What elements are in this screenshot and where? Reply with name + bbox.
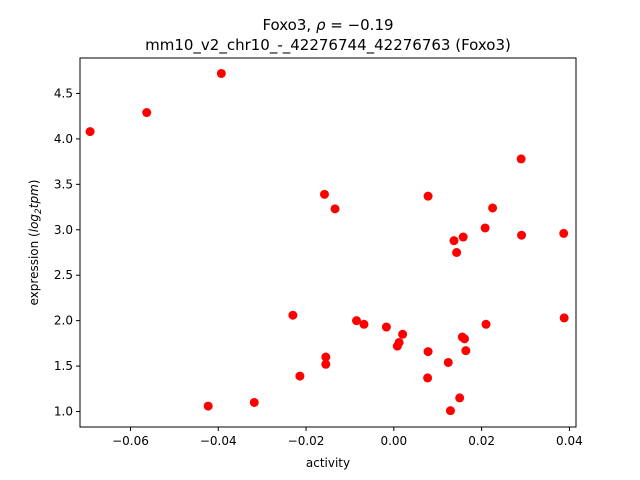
data-point	[443, 357, 453, 367]
data-point	[559, 228, 569, 238]
data-point	[398, 329, 408, 339]
y-tick-label: 3.5	[54, 177, 73, 191]
data-point	[394, 337, 404, 347]
data-point	[321, 352, 331, 362]
data-point	[480, 223, 490, 233]
points-layer	[85, 68, 569, 416]
x-tick-label: −0.04	[200, 434, 237, 448]
y-tick-label: 2.0	[54, 314, 73, 328]
data-point	[445, 406, 455, 416]
y-tick-label: 4.0	[54, 132, 73, 146]
data-point	[321, 359, 331, 369]
x-tick-label: 0.02	[468, 434, 495, 448]
data-point	[423, 347, 433, 357]
data-point	[319, 189, 329, 199]
data-point	[381, 322, 391, 332]
x-tick-label: 0.00	[380, 434, 407, 448]
y-axis-label: expression (log2tpm)	[27, 180, 44, 306]
data-point	[85, 127, 95, 137]
data-point	[330, 204, 340, 214]
data-point	[423, 373, 433, 383]
chart-title-line1: Foxo3, ρ = −0.19	[262, 16, 393, 34]
x-axis-label: activity	[306, 456, 350, 470]
y-tick-label: 3.0	[54, 223, 73, 237]
y-axis-ticks: 1.0 1.5 2.0 2.5 3.0 3.5 4.0 4.5	[54, 86, 80, 419]
y-tick-label: 1.0	[54, 405, 73, 419]
data-point	[461, 346, 471, 356]
data-point	[249, 397, 259, 407]
chart-title-line2: mm10_v2_chr10_-_42276744_42276763 (Foxo3…	[145, 36, 511, 55]
data-point	[449, 236, 459, 246]
x-tick-label: 0.04	[556, 434, 583, 448]
x-tick-label: −0.02	[288, 434, 325, 448]
data-point	[559, 313, 569, 323]
data-point	[481, 319, 491, 329]
plot-area-frame	[79, 57, 577, 428]
data-point	[488, 203, 498, 213]
data-point	[516, 154, 526, 164]
data-point	[458, 232, 468, 242]
data-point	[288, 310, 298, 320]
data-point	[352, 316, 362, 326]
x-tick-label: −0.06	[112, 434, 149, 448]
data-point	[460, 334, 470, 344]
data-point	[452, 247, 462, 257]
x-axis-ticks: −0.06 −0.04 −0.02 0.00 0.02 0.04	[112, 427, 583, 448]
data-point	[216, 68, 226, 78]
data-point	[203, 401, 213, 411]
y-tick-label: 4.5	[54, 86, 73, 100]
data-point	[142, 108, 152, 118]
data-point	[295, 371, 305, 381]
data-point	[517, 230, 527, 240]
y-tick-label: 1.5	[54, 359, 73, 373]
data-point	[359, 319, 369, 329]
data-point	[423, 191, 433, 201]
y-tick-label: 2.5	[54, 268, 73, 282]
data-point	[455, 393, 465, 403]
